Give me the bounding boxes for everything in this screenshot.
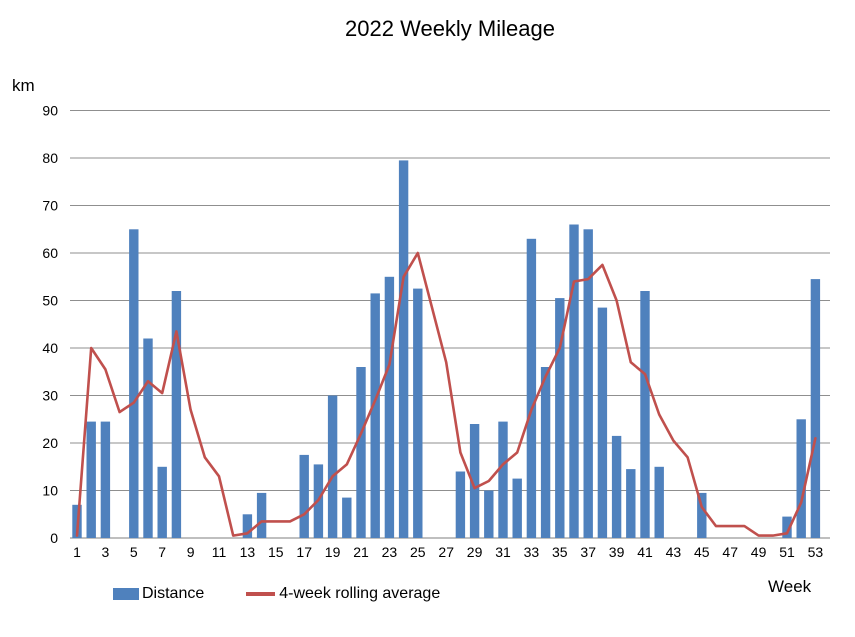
x-tick-label: 49 [751, 544, 767, 560]
x-tick-label: 21 [353, 544, 369, 560]
distance-legend-swatch [113, 588, 139, 600]
distance-bar-week-6 [143, 338, 153, 538]
y-tick-label: 10 [42, 483, 58, 499]
x-tick-label: 15 [268, 544, 284, 560]
distance-bar-week-30 [484, 490, 494, 538]
distance-bar-week-45 [697, 492, 707, 538]
legend: Distance 4-week rolling average [113, 585, 440, 603]
x-tick-label: 3 [102, 544, 110, 560]
distance-bar-week-41 [640, 291, 650, 538]
distance-bar-week-53 [810, 279, 821, 538]
distance-bar-week-25 [413, 288, 423, 538]
chart-title: 2022 Weekly Mileage [345, 16, 555, 41]
distance-bar-week-38 [597, 307, 608, 538]
x-axis-label: Week [768, 577, 812, 596]
x-tick-label: 43 [666, 544, 682, 560]
x-tick-label: 13 [240, 544, 256, 560]
distance-bar-week-8 [171, 291, 182, 538]
x-tick-label: 1 [73, 544, 81, 560]
distance-bar-week-52 [796, 419, 806, 539]
x-tick-label: 19 [325, 544, 341, 560]
x-tick-label: 37 [580, 544, 596, 560]
y-tick-label: 80 [42, 150, 58, 166]
y-tick-label: 20 [42, 435, 58, 451]
distance-bar-week-20 [342, 497, 352, 538]
y-axis-unit-label: km [12, 76, 35, 95]
x-tick-label: 29 [467, 544, 483, 560]
distance-bar-week-14 [256, 492, 267, 538]
distance-bar-week-36 [569, 224, 579, 538]
distance-bar-week-51 [782, 516, 792, 538]
x-tick-label: 31 [495, 544, 511, 560]
x-tick-label: 9 [187, 544, 195, 560]
distance-bar-week-21 [356, 367, 366, 538]
x-tick-label: 39 [609, 544, 625, 560]
distance-bar-week-42 [654, 466, 664, 539]
distance-bar-week-3 [100, 421, 111, 538]
y-tick-label: 60 [42, 245, 58, 261]
distance-bar-week-7 [157, 466, 167, 539]
x-tick-label: 41 [637, 544, 653, 560]
distance-bar-week-39 [611, 435, 622, 538]
distance-bar-week-34 [540, 367, 551, 538]
distance-bar-week-24 [398, 160, 409, 538]
x-tick-label: 33 [524, 544, 540, 560]
distance-bar-week-32 [512, 478, 522, 538]
legend-item-distance: Distance [113, 585, 204, 603]
distance-bar-week-40 [626, 469, 636, 538]
distance-bar-week-19 [327, 395, 338, 538]
y-tick-label: 0 [50, 530, 58, 546]
y-tick-label: 70 [42, 198, 58, 214]
distance-bar-week-35 [555, 298, 565, 538]
x-tick-label: 11 [212, 544, 227, 560]
rolling-legend-label: 4-week rolling average [279, 585, 441, 602]
distance-bar-week-2 [86, 421, 96, 538]
y-tick-label: 30 [42, 388, 58, 404]
x-tick-label: 45 [694, 544, 710, 560]
x-tick-label: 7 [158, 544, 166, 560]
distance-legend-label: Distance [142, 585, 205, 602]
distance-bar-week-28 [455, 471, 466, 538]
y-tick-label: 50 [42, 293, 58, 309]
x-tick-label: 5 [130, 544, 138, 560]
x-tick-label: 51 [779, 544, 795, 560]
distance-bar-week-33 [526, 238, 537, 539]
distance-bar-week-5 [129, 229, 139, 539]
x-tick-label: 35 [552, 544, 568, 560]
distance-bar-week-23 [384, 276, 395, 539]
legend-item-rolling-average: 4-week rolling average [246, 585, 440, 603]
x-tick-label: 25 [410, 544, 426, 560]
distance-bar-week-29 [469, 424, 480, 538]
distance-bar-week-17 [299, 454, 309, 538]
x-tick-label: 53 [808, 544, 824, 560]
distance-bar-week-31 [498, 421, 508, 538]
distance-bar-week-37 [583, 229, 593, 539]
y-tick-label: 90 [42, 103, 58, 119]
rolling-legend-swatch [246, 592, 276, 596]
x-tick-label: 47 [722, 544, 738, 560]
x-tick-label: 27 [438, 544, 454, 560]
x-tick-label: 17 [296, 544, 312, 560]
y-tick-label: 40 [42, 340, 58, 356]
x-tick-label: 23 [382, 544, 398, 560]
distance-bar-week-13 [242, 514, 253, 539]
distance-bar-week-22 [370, 293, 380, 538]
rolling-average-line [75, 251, 817, 537]
